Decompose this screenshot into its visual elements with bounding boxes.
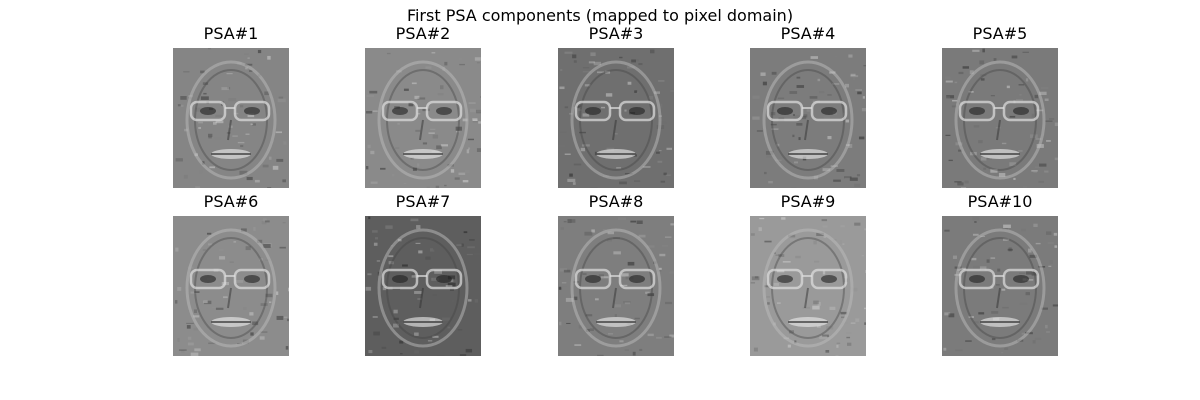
panel-title: PSA#4: [780, 24, 836, 43]
psa-component-image: [942, 48, 1058, 188]
psa-component-image: [750, 216, 866, 356]
panel-title: PSA#10: [967, 192, 1033, 211]
psa-component-image: [750, 48, 866, 188]
panel-title: PSA#3: [588, 24, 644, 43]
psa-component-image: [558, 216, 674, 356]
psa-component-image: [558, 48, 674, 188]
psa-component-image: [173, 48, 289, 188]
panel-title: PSA#8: [588, 192, 644, 211]
figure-title: First PSA components (mapped to pixel do…: [406, 6, 794, 25]
panel-title: PSA#9: [780, 192, 836, 211]
panel-title: PSA#1: [203, 24, 259, 43]
panel-title: PSA#5: [972, 24, 1028, 43]
psa-component-image: [365, 216, 481, 356]
psa-component-image: [365, 48, 481, 188]
panel-title: PSA#6: [203, 192, 259, 211]
psa-component-image: [173, 216, 289, 356]
panel-title: PSA#7: [395, 192, 451, 211]
panel-title: PSA#2: [395, 24, 451, 43]
psa-component-image: [942, 216, 1058, 356]
